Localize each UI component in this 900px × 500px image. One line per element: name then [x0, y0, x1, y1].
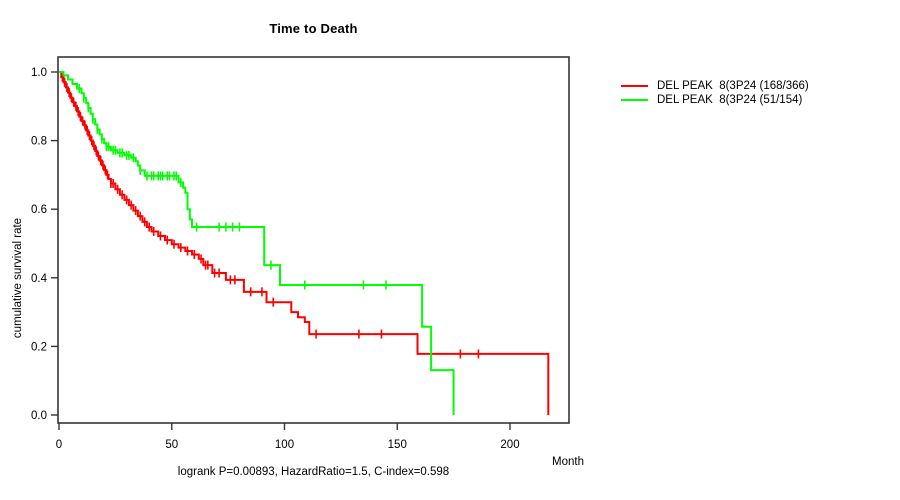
legend-label: DEL PEAK 8(3P24 (168/366) — [657, 80, 809, 92]
survival-curve — [59, 71, 550, 415]
y-tick-label: 0.0 — [31, 410, 47, 422]
x-axis-label: Month — [552, 456, 584, 468]
y-tick-label: 0.6 — [31, 204, 47, 216]
x-tick-label: 50 — [165, 439, 178, 451]
legend-row: DEL PEAK 8(3P24 (168/366) — [621, 79, 809, 93]
legend-line-green-icon — [621, 99, 648, 101]
plot-frame — [57, 56, 570, 424]
x-tick-label: 200 — [500, 439, 519, 451]
chart-title: Time to Death — [269, 21, 358, 36]
y-tick-label: 1.0 — [31, 67, 47, 79]
x-tick-label: 150 — [388, 439, 407, 451]
legend: DEL PEAK 8(3P24 (168/366) DEL PEAK 8(3P2… — [621, 79, 809, 107]
y-tick-label: 0.8 — [31, 136, 47, 148]
y-tick-label: 0.2 — [31, 341, 47, 353]
x-tick-label: 0 — [56, 439, 62, 451]
y-tick-label: 0.4 — [31, 273, 48, 285]
survival-curve — [59, 71, 455, 415]
x-tick-label: 100 — [275, 439, 294, 451]
legend-line-red-icon — [621, 85, 648, 87]
legend-label: DEL PEAK 8(3P24 (51/154) — [657, 94, 803, 106]
stats-annotation: logrank P=0.00893, HazardRatio=1.5, C-in… — [177, 466, 450, 478]
legend-row: DEL PEAK 8(3P24 (51/154) — [621, 93, 809, 107]
